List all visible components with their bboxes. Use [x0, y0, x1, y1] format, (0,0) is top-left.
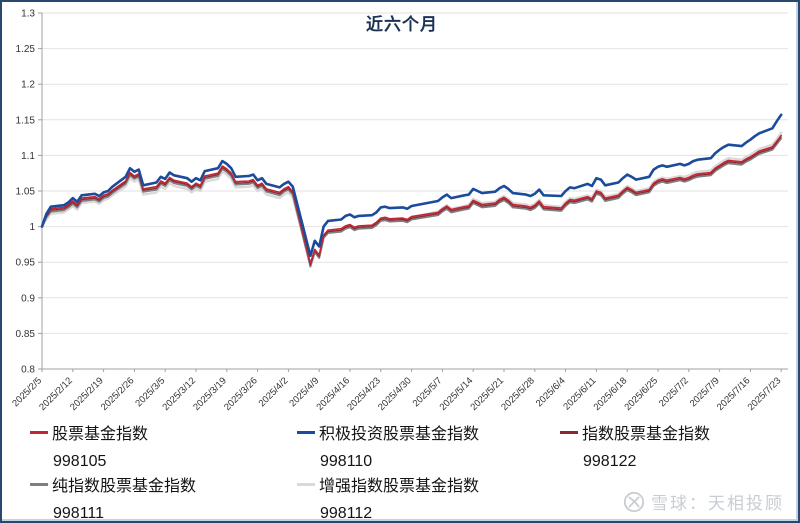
y-axis-label: 0.8	[21, 365, 35, 376]
y-axis-label: 1.2	[21, 80, 35, 91]
legend-line-blue	[297, 430, 315, 434]
series-line-998111	[41, 137, 783, 268]
y-axis-label: 1.1	[21, 151, 35, 162]
watermark: 雪球：天相投顾	[623, 489, 784, 514]
legend-line-gray	[30, 482, 48, 486]
legend-code: 998110	[320, 453, 373, 470]
x-axis-label: 2025/5/28	[499, 375, 537, 413]
legend-line-red	[30, 430, 48, 434]
legend-code: 998112	[320, 505, 373, 522]
legend-line-darkred	[560, 430, 578, 434]
y-axis-label: 1.3	[21, 9, 35, 20]
legend-code: 998105	[53, 453, 107, 470]
legend-label: 增强指数股票基金指数	[319, 478, 480, 495]
x-axis-label: 2025/7/23	[746, 375, 784, 413]
legend-line-lightgray	[297, 482, 315, 486]
series-line-998105	[41, 134, 783, 265]
x-axis-label: 2025/4/30	[376, 375, 414, 413]
x-axis-label: 2025/3/26	[222, 375, 260, 413]
legend-item-998110: 积极投资股票基金指数 998110	[297, 420, 562, 471]
x-axis-label: 2025/2/26	[99, 375, 137, 413]
legend-label: 指数股票基金指数	[582, 426, 711, 443]
y-axis-label: 0.9	[21, 293, 35, 304]
series-line-998122	[41, 135, 782, 266]
x-axis-label: 2025/4/2	[257, 375, 291, 409]
legend-item-998111: 纯指数股票基金指数 998111	[30, 472, 295, 522]
watermark-text: 雪球：天相投顾	[651, 494, 784, 513]
line-chart: 1.3 1.25 1.2 1.15 1.1 1.05 1 0.95 0.9 0.85 0.8 2025…	[10, 9, 788, 413]
chart-title: 近六个月	[366, 15, 438, 34]
x-axis-label: 2025/7/2	[657, 375, 691, 409]
legend-label: 股票基金指数	[52, 426, 149, 443]
legend-item-998105: 股票基金指数 998105	[30, 420, 295, 471]
y-axis-label: 0.85	[16, 329, 36, 340]
legend-label: 纯指数股票基金指数	[52, 478, 197, 495]
x-axis-label: 2025/6/25	[622, 375, 660, 413]
legend-item-998112: 增强指数股票基金指数 998112	[297, 472, 562, 522]
y-axis-label: 1.25	[16, 44, 36, 55]
series-line-998110	[40, 113, 783, 258]
legend-code: 998111	[53, 505, 105, 522]
y-axis-label: 0.95	[16, 258, 36, 269]
legend-item-998122: 指数股票基金指数 998122	[560, 420, 798, 471]
legend-code: 998122	[583, 453, 637, 470]
y-axis-label: 1.05	[16, 187, 36, 198]
y-axis-label: 1	[29, 222, 35, 233]
series-line-998112	[40, 131, 783, 266]
legend-label: 积极投资股票基金指数	[319, 426, 480, 443]
y-axis-label: 1.15	[16, 115, 36, 126]
xueqiu-logo-icon	[623, 491, 645, 512]
